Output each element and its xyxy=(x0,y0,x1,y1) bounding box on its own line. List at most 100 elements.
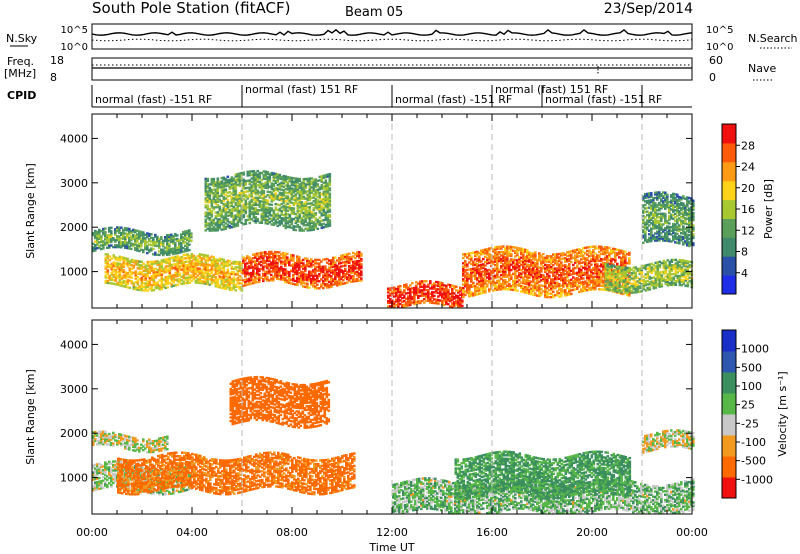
data-cell xyxy=(326,196,330,199)
data-cell xyxy=(538,289,541,292)
data-cell xyxy=(296,282,299,285)
data-cell xyxy=(276,198,280,201)
data-cell xyxy=(316,202,320,206)
data-cell xyxy=(302,185,306,188)
data-cell xyxy=(200,273,204,276)
data-cell xyxy=(252,191,256,194)
data-cell xyxy=(492,255,495,258)
data-cell xyxy=(522,285,525,288)
data-cell xyxy=(346,278,349,281)
data-cell xyxy=(387,287,390,290)
data-cell xyxy=(278,204,282,207)
data-cell xyxy=(496,260,499,263)
data-cell xyxy=(290,189,294,192)
data-cell xyxy=(296,199,300,202)
data-cell xyxy=(496,251,499,254)
data-cell xyxy=(200,262,204,265)
data-cell xyxy=(162,267,166,271)
data-cell xyxy=(252,171,256,175)
data-cell xyxy=(110,235,113,238)
data-cell xyxy=(421,285,424,288)
data-cell xyxy=(208,272,212,276)
data-cell xyxy=(240,200,244,203)
data-cell xyxy=(176,283,180,286)
data-cell xyxy=(124,283,128,287)
data-cell xyxy=(278,193,282,196)
data-cell xyxy=(528,283,531,286)
data-cell xyxy=(184,250,187,253)
data-cell xyxy=(486,253,489,256)
data-cell xyxy=(298,179,302,182)
data-cell xyxy=(130,271,134,274)
data-cell xyxy=(152,267,156,271)
data-cell xyxy=(482,249,485,252)
data-cell xyxy=(226,259,230,262)
data-cell xyxy=(256,259,259,262)
data-cell xyxy=(318,193,322,196)
data-cell xyxy=(206,186,210,190)
data-cell xyxy=(180,251,183,254)
data-cell xyxy=(154,240,157,244)
data-cell xyxy=(308,277,311,280)
data-cell xyxy=(457,305,460,308)
data-cell xyxy=(222,280,226,283)
data-cell xyxy=(409,301,412,305)
data-cell xyxy=(326,173,330,176)
data-cell xyxy=(578,285,581,288)
data-cell xyxy=(210,260,214,264)
data-cell xyxy=(514,285,517,288)
data-cell xyxy=(254,210,258,214)
data-cell xyxy=(332,278,335,281)
data-cell xyxy=(222,274,226,278)
data-cell xyxy=(250,261,253,264)
data-cell xyxy=(468,252,471,255)
data-cell xyxy=(316,258,319,262)
data-cell xyxy=(258,175,262,178)
data-cell xyxy=(144,242,147,245)
data-cell xyxy=(280,213,284,216)
data-cell xyxy=(284,268,287,271)
data-cell xyxy=(354,271,357,274)
data-cell xyxy=(314,194,318,197)
data-cell xyxy=(314,271,317,274)
data-cell xyxy=(296,184,300,188)
data-cell xyxy=(544,256,547,259)
data-cell xyxy=(314,183,318,187)
data-cell xyxy=(204,206,208,209)
data-cell xyxy=(172,256,176,259)
data-cell xyxy=(308,225,312,228)
data-cell xyxy=(310,227,314,230)
data-cell xyxy=(494,281,497,285)
data-cell xyxy=(445,293,448,296)
data-cell xyxy=(216,198,220,202)
data-cell xyxy=(280,274,283,277)
data-cell xyxy=(445,288,448,291)
data-cell xyxy=(302,197,306,200)
data-cell xyxy=(250,207,254,210)
data-cell xyxy=(326,193,330,196)
data-cell xyxy=(150,247,153,250)
data-cell xyxy=(252,214,256,217)
data-cell xyxy=(238,220,242,223)
data-cell xyxy=(516,261,519,264)
data-cell xyxy=(536,258,539,262)
data-cell xyxy=(216,282,220,285)
data-cell xyxy=(544,267,547,270)
data-cell xyxy=(108,276,112,279)
data-cell xyxy=(250,191,254,194)
data-cell xyxy=(266,222,270,225)
data-cell xyxy=(158,241,161,244)
data-cell xyxy=(140,289,144,292)
data-cell xyxy=(162,271,166,274)
data-cell xyxy=(230,213,234,216)
data-cell xyxy=(204,186,208,189)
data-cell xyxy=(188,267,192,270)
data-cell xyxy=(318,262,321,265)
data-cell xyxy=(328,284,331,287)
data-cell xyxy=(126,275,130,278)
data-cell xyxy=(124,228,127,232)
data-cell xyxy=(439,290,442,293)
data-cell xyxy=(138,287,142,290)
data-cell xyxy=(474,277,477,281)
data-cell xyxy=(158,265,162,268)
